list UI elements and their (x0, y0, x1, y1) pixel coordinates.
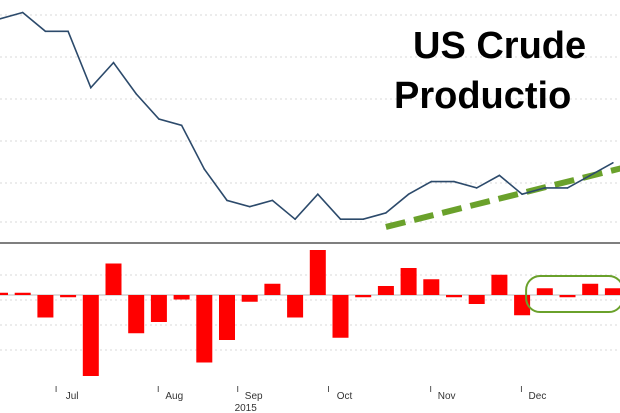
change-bar (196, 295, 213, 363)
production-point (44, 30, 47, 33)
production-point (317, 193, 319, 195)
production-point (453, 180, 455, 183)
change-bar (355, 295, 372, 298)
change-bar (241, 295, 258, 302)
production-point (612, 162, 614, 164)
production-line (0, 11, 614, 221)
change-bar (400, 268, 417, 295)
production-point (112, 61, 115, 64)
production-point (544, 187, 546, 189)
change-bar (604, 288, 620, 295)
production-point (589, 174, 591, 177)
production-point (135, 93, 137, 95)
month-label: Nov (438, 391, 456, 402)
production-point (180, 124, 183, 127)
production-point (566, 187, 569, 189)
production-point (521, 193, 523, 195)
year-label: 2015 (235, 403, 258, 413)
change-bar (491, 274, 508, 295)
chart-title-line-2: Productio (394, 75, 571, 117)
production-point (385, 212, 387, 214)
production-point (271, 199, 274, 202)
month-label: Dec (529, 391, 547, 402)
production-point (90, 86, 92, 89)
change-bar (446, 295, 462, 298)
highlight-layer (525, 275, 620, 313)
trend-dashed-line (385, 165, 620, 230)
highlight-box (525, 275, 620, 313)
change-bar-layer (0, 250, 620, 376)
change-bar (423, 279, 440, 295)
production-point (203, 168, 206, 170)
production-point (21, 11, 24, 14)
change-bar (264, 283, 281, 295)
production-point (339, 218, 342, 220)
change-bar (536, 288, 553, 295)
month-label: Jul (66, 391, 79, 402)
change-bar (332, 295, 349, 338)
change-bar (0, 292, 8, 295)
production-point (226, 199, 228, 202)
change-bar (468, 295, 485, 304)
production-point (67, 30, 69, 33)
production-point (294, 218, 296, 220)
change-bar (60, 295, 77, 298)
change-bar (377, 286, 394, 295)
change-bar (309, 250, 326, 295)
production-line-layer (0, 11, 614, 221)
production-point (248, 205, 251, 208)
change-bar (14, 292, 31, 295)
production-point (0, 18, 1, 20)
production-point (498, 174, 501, 177)
change-bar (287, 295, 304, 318)
change-bar (559, 295, 576, 298)
month-label: Oct (337, 391, 353, 402)
production-point (362, 218, 365, 220)
change-bar (150, 295, 167, 322)
change-bar (37, 295, 54, 318)
x-axis: Jul Aug Sep Oct Nov Dec 2015 (55, 386, 547, 413)
chart-title-line-1: US Crude (413, 25, 586, 67)
change-bar (219, 295, 235, 340)
change-bar (128, 295, 145, 334)
change-bar (82, 295, 99, 376)
production-point (407, 193, 410, 195)
change-bar (582, 283, 599, 295)
month-label: Sep (245, 391, 263, 402)
production-point (430, 180, 433, 183)
production-point (475, 187, 478, 189)
trend-layer (385, 165, 620, 230)
production-point (158, 118, 160, 120)
change-bar (173, 295, 190, 300)
month-label: Aug (165, 391, 183, 402)
change-bar (105, 263, 122, 295)
